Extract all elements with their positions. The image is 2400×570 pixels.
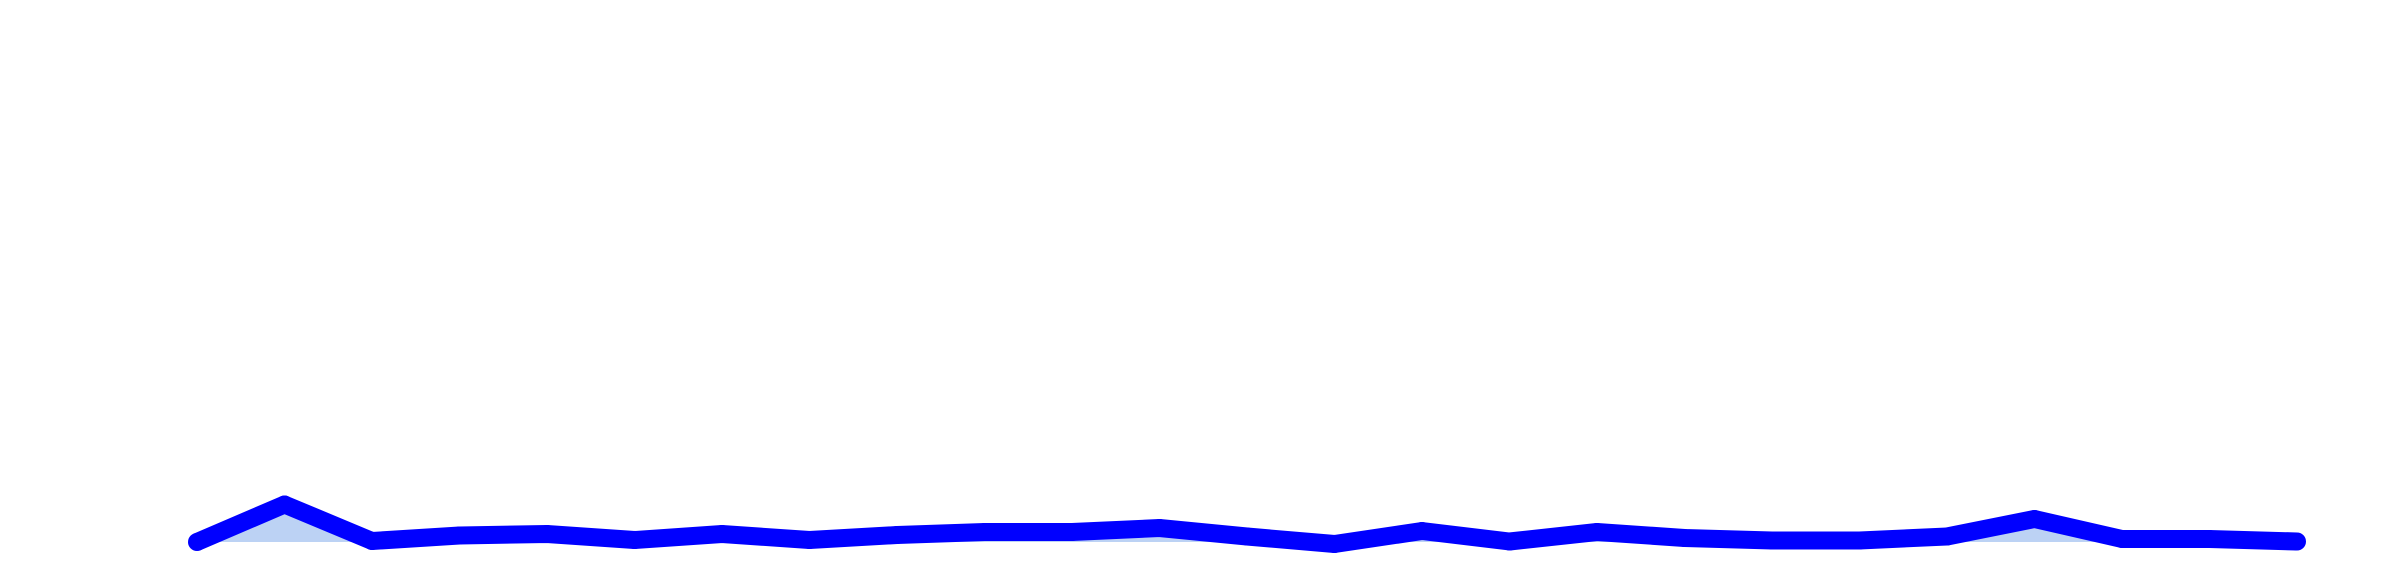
data-point-10 [975, 523, 994, 541]
data-point-12 [1150, 519, 1169, 537]
data-point-2 [275, 495, 294, 514]
data-point-9 [888, 526, 906, 544]
data-point-21 [1938, 527, 1956, 546]
data-point-11 [1063, 523, 1081, 541]
data-point-5 [538, 525, 556, 543]
point-layer [188, 495, 2306, 553]
data-point-19 [1763, 531, 1781, 550]
data-point-4 [450, 526, 469, 545]
data-point-24 [2200, 530, 2219, 548]
data-point-23 [2113, 530, 2131, 548]
data-point-3 [363, 532, 381, 550]
data-point-25 [2288, 532, 2306, 551]
data-point-17 [1588, 523, 1606, 541]
data-point-16 [1500, 532, 1519, 551]
data-point-22 [2025, 510, 2044, 528]
data-point-1 [188, 533, 206, 551]
data-point-7 [713, 525, 731, 543]
data-point-14 [1325, 535, 1344, 553]
data-point-15 [1413, 522, 1431, 540]
data-point-18 [1675, 529, 1694, 547]
data-point-6 [625, 531, 644, 549]
data-point-8 [800, 531, 819, 549]
data-point-20 [1850, 531, 1869, 550]
data-point-13 [1238, 527, 1256, 546]
